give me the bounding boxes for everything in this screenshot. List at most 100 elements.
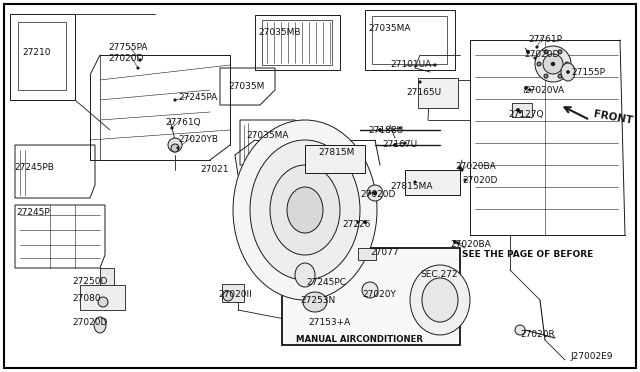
Ellipse shape xyxy=(535,46,571,82)
Ellipse shape xyxy=(362,282,378,298)
Text: 27761Q: 27761Q xyxy=(165,118,200,127)
Ellipse shape xyxy=(534,57,536,59)
Ellipse shape xyxy=(250,140,360,280)
Text: 27815MA: 27815MA xyxy=(390,182,433,191)
Ellipse shape xyxy=(558,50,562,54)
Text: 27035MA: 27035MA xyxy=(246,131,289,140)
Text: 27250D: 27250D xyxy=(72,277,108,286)
Ellipse shape xyxy=(139,59,141,61)
Text: 27020R: 27020R xyxy=(520,330,555,339)
Text: 27188U: 27188U xyxy=(368,126,403,135)
Ellipse shape xyxy=(544,50,548,54)
Ellipse shape xyxy=(295,263,315,287)
Text: 27167U: 27167U xyxy=(382,140,417,149)
Ellipse shape xyxy=(529,89,531,91)
Ellipse shape xyxy=(567,71,569,73)
Text: J27002E9: J27002E9 xyxy=(570,352,612,361)
Ellipse shape xyxy=(552,62,554,65)
Text: 27253N: 27253N xyxy=(300,296,335,305)
Bar xyxy=(305,145,365,173)
Text: 27080: 27080 xyxy=(72,294,100,303)
Text: 27210: 27210 xyxy=(22,48,51,57)
Ellipse shape xyxy=(414,181,416,183)
Ellipse shape xyxy=(174,99,176,101)
Ellipse shape xyxy=(399,127,401,129)
Text: 27021: 27021 xyxy=(200,165,228,174)
Text: 27020D: 27020D xyxy=(524,50,559,59)
Ellipse shape xyxy=(223,291,233,301)
Text: 27020BA: 27020BA xyxy=(455,162,496,171)
Ellipse shape xyxy=(536,46,538,48)
Ellipse shape xyxy=(177,147,179,149)
Bar xyxy=(372,16,447,64)
Ellipse shape xyxy=(516,109,519,111)
Ellipse shape xyxy=(168,138,182,152)
Bar xyxy=(358,248,376,260)
Bar xyxy=(512,103,532,117)
Text: 27020VA: 27020VA xyxy=(524,86,564,95)
Ellipse shape xyxy=(357,221,359,223)
Ellipse shape xyxy=(233,120,377,300)
Ellipse shape xyxy=(464,179,466,181)
Text: 27020D: 27020D xyxy=(108,54,143,63)
Text: 27245PA: 27245PA xyxy=(178,93,217,102)
Bar xyxy=(262,20,332,65)
Ellipse shape xyxy=(519,111,521,113)
Text: 27077: 27077 xyxy=(370,248,399,257)
Text: SEE THE PAGE OF BEFORE: SEE THE PAGE OF BEFORE xyxy=(462,250,593,259)
Text: 27020D: 27020D xyxy=(360,190,396,199)
Ellipse shape xyxy=(94,317,106,333)
Text: 27155P: 27155P xyxy=(571,68,605,77)
Ellipse shape xyxy=(270,165,340,255)
Ellipse shape xyxy=(171,144,179,152)
Bar xyxy=(100,268,114,286)
Text: 27165U: 27165U xyxy=(406,88,441,97)
Ellipse shape xyxy=(374,192,376,195)
Bar xyxy=(80,285,125,310)
Text: 27755PA: 27755PA xyxy=(108,43,147,52)
Ellipse shape xyxy=(404,142,406,144)
Ellipse shape xyxy=(461,169,463,171)
Ellipse shape xyxy=(369,192,371,194)
Ellipse shape xyxy=(434,64,436,66)
Ellipse shape xyxy=(459,167,461,169)
Text: 27035MB: 27035MB xyxy=(258,28,301,37)
Ellipse shape xyxy=(410,265,470,335)
Text: 27101UA: 27101UA xyxy=(390,60,431,69)
Bar xyxy=(365,10,455,70)
Ellipse shape xyxy=(515,325,525,335)
Ellipse shape xyxy=(419,81,421,83)
Ellipse shape xyxy=(567,71,569,73)
Text: 27020YB: 27020YB xyxy=(178,135,218,144)
Bar xyxy=(418,78,458,108)
Ellipse shape xyxy=(565,62,569,66)
Ellipse shape xyxy=(537,62,541,66)
Bar xyxy=(282,248,460,345)
Text: 27020II: 27020II xyxy=(218,290,252,299)
Text: 27020Y: 27020Y xyxy=(362,290,396,299)
Bar xyxy=(255,15,340,70)
Text: 27245PC: 27245PC xyxy=(306,278,346,287)
Text: 27226: 27226 xyxy=(342,220,371,229)
Ellipse shape xyxy=(171,127,173,129)
Text: 27245P: 27245P xyxy=(16,208,50,217)
Ellipse shape xyxy=(303,292,327,312)
Ellipse shape xyxy=(543,54,563,74)
Ellipse shape xyxy=(527,51,529,53)
Bar xyxy=(222,284,244,302)
Text: 27020D: 27020D xyxy=(72,318,108,327)
Ellipse shape xyxy=(379,129,381,131)
Ellipse shape xyxy=(137,67,139,69)
Ellipse shape xyxy=(558,74,562,78)
Text: 27020D: 27020D xyxy=(462,176,497,185)
Ellipse shape xyxy=(394,144,396,146)
Ellipse shape xyxy=(287,187,323,233)
Text: 27815M: 27815M xyxy=(318,148,355,157)
Text: 27035M: 27035M xyxy=(228,82,264,91)
Text: 27035MA: 27035MA xyxy=(368,24,410,33)
Text: 27020BA: 27020BA xyxy=(450,240,491,249)
Text: SEC.272: SEC.272 xyxy=(420,270,458,279)
Text: MANUAL AIRCONDITIONER: MANUAL AIRCONDITIONER xyxy=(296,335,423,344)
Text: 27245PB: 27245PB xyxy=(14,163,54,172)
Ellipse shape xyxy=(422,278,458,322)
